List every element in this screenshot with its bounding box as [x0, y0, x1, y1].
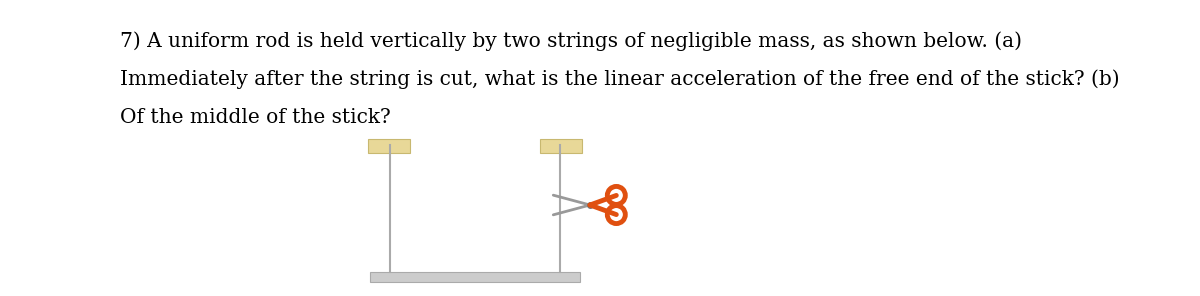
Bar	[540, 139, 582, 153]
Text: Of the middle of the stick?: Of the middle of the stick?	[120, 108, 391, 127]
Bar	[368, 139, 410, 153]
Bar	[370, 272, 580, 282]
Text: Immediately after the string is cut, what is the linear acceleration of the free: Immediately after the string is cut, wha…	[120, 70, 1120, 89]
Text: 7) A uniform rod is held vertically by two strings of negligible mass, as shown : 7) A uniform rod is held vertically by t…	[120, 32, 1022, 52]
